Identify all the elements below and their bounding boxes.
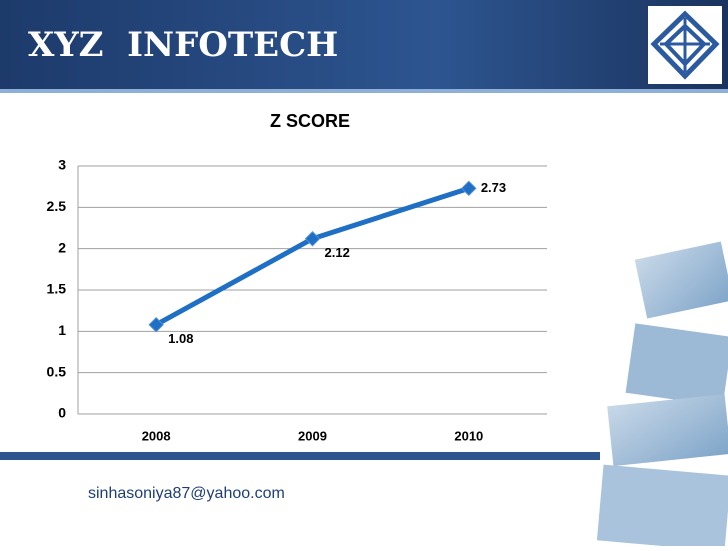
- marker: [304, 231, 321, 247]
- y-tick-label: 1.5: [47, 281, 67, 297]
- logo: [648, 6, 722, 84]
- data-label: 2.73: [481, 180, 506, 195]
- slide-title: XYZ INFOTECH: [28, 25, 338, 65]
- data-label: 1.08: [168, 331, 193, 346]
- banknotes: [596, 241, 728, 551]
- x-tick-label: 2009: [298, 428, 327, 443]
- data-label: 2.12: [325, 245, 350, 260]
- header-band: [0, 0, 728, 92]
- header-line: [0, 89, 728, 93]
- y-tick-label: 2.5: [47, 198, 67, 214]
- y-tick-label: 3: [58, 157, 66, 173]
- chart-title: Z SCORE: [270, 111, 350, 131]
- y-tick-label: 1: [58, 322, 66, 338]
- x-tick-label: 2008: [142, 428, 171, 443]
- x-tick-label: 2010: [454, 428, 483, 443]
- footer-email: sinhasoniya87@yahoo.com: [88, 485, 285, 502]
- footer-line: [0, 452, 600, 460]
- y-tick-label: 0.5: [47, 363, 67, 379]
- marker: [148, 317, 164, 333]
- marker: [461, 180, 477, 197]
- y-tick-label: 0: [58, 405, 66, 421]
- y-tick-label: 2: [58, 239, 66, 255]
